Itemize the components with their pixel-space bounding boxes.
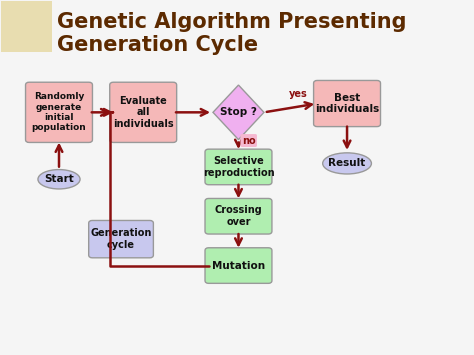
Text: Generation
cycle: Generation cycle (91, 228, 152, 250)
Text: Mutation: Mutation (212, 261, 265, 271)
Text: Result: Result (328, 158, 365, 168)
Text: Selective
reproduction: Selective reproduction (203, 156, 274, 178)
Text: yes: yes (289, 89, 308, 99)
Text: Randomly
generate
initial
population: Randomly generate initial population (32, 92, 86, 132)
FancyBboxPatch shape (1, 1, 52, 53)
FancyBboxPatch shape (205, 248, 272, 283)
Text: no: no (242, 136, 255, 146)
FancyBboxPatch shape (205, 198, 272, 234)
Ellipse shape (38, 170, 80, 189)
Ellipse shape (323, 153, 372, 174)
Text: Start: Start (44, 174, 74, 184)
Text: Best
individuals: Best individuals (315, 93, 379, 114)
FancyBboxPatch shape (314, 81, 381, 127)
FancyBboxPatch shape (205, 149, 272, 185)
FancyBboxPatch shape (110, 82, 177, 142)
Polygon shape (213, 85, 264, 140)
Text: Stop ?: Stop ? (220, 107, 257, 118)
FancyBboxPatch shape (26, 82, 92, 142)
FancyBboxPatch shape (89, 220, 154, 258)
Text: Genetic Algorithm Presenting
Generation Cycle: Genetic Algorithm Presenting Generation … (57, 12, 406, 55)
Text: Evaluate
all
individuals: Evaluate all individuals (113, 96, 173, 129)
Text: Crossing
over: Crossing over (215, 206, 262, 227)
